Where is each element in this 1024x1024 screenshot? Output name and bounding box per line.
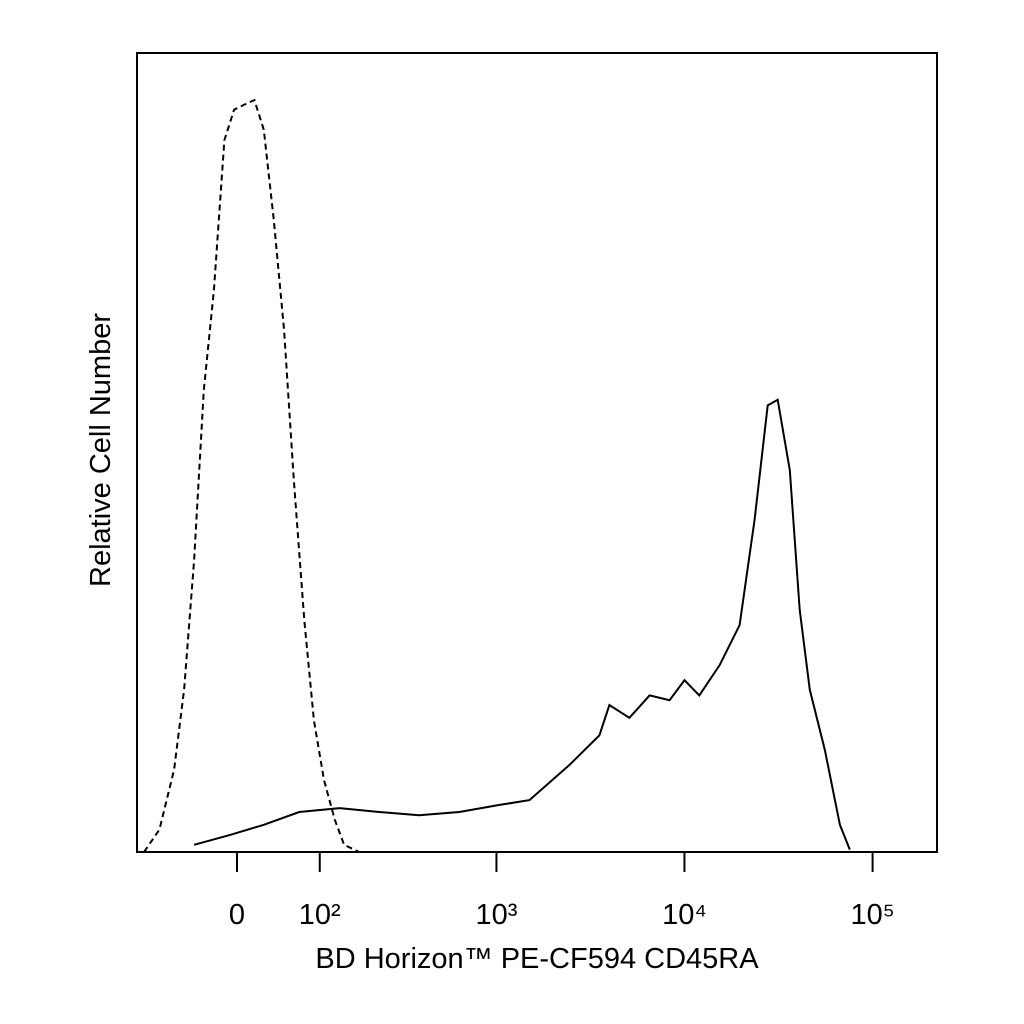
x-tick-label: 0 [229,899,245,931]
x-tick-label: 10⁵ [850,899,894,931]
y-axis-label: Relative Cell Number [85,313,117,587]
x-axis-label: BD Horizon™ PE-CF594 CD45RA [315,943,759,975]
x-tick-label: 10² [299,899,341,931]
x-tick-label: 10³ [475,899,517,931]
x-tick-label: 10⁴ [662,899,707,931]
plot-frame [136,52,938,853]
histogram-curve [143,98,360,853]
histogram-curve [193,398,851,850]
